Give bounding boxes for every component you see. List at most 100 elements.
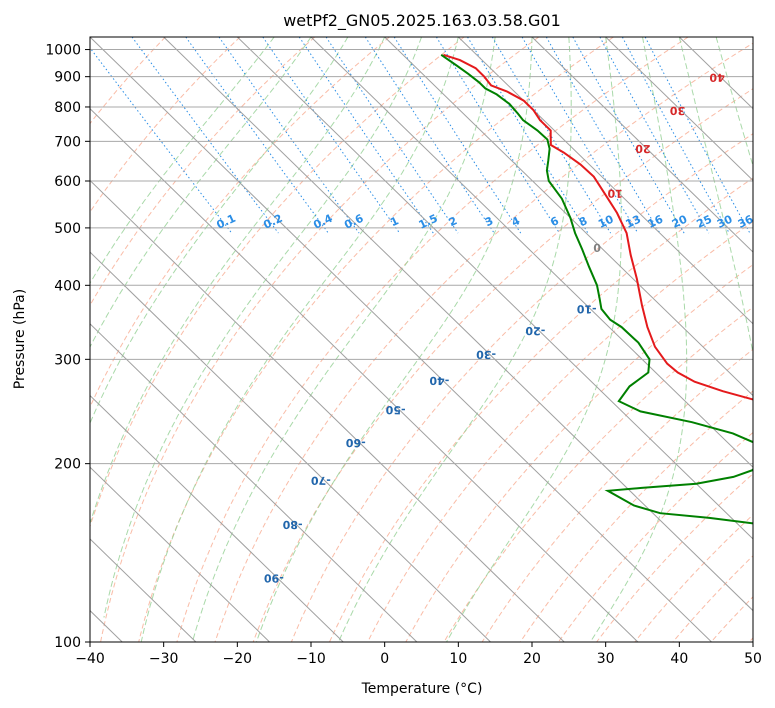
isotherm-label: -30 [476,348,496,361]
moist-adiabat-line [90,37,386,526]
y-tick-label: 800 [54,100,81,116]
mixing-ratio-line [131,37,279,234]
moist-adiabat-line [140,37,459,642]
isotherm-label: 0 [593,241,601,254]
mixing-ratio-line [185,37,329,234]
y-tick-label: 700 [54,134,81,150]
dewpoint-profile [440,53,753,525]
y-tick-label: 200 [54,457,81,473]
x-axis: −40 −30 −20 −10 0 10 20 30 40 50 [75,642,762,667]
dry-adiabat-line [329,177,753,642]
dry-adiabat-line [90,37,465,529]
x-tick-label: 40 [670,651,688,667]
isotherm-label: -40 [429,374,449,387]
mixing-ratio-line [262,37,401,234]
isotherm-line [90,538,197,642]
isotherm-label: -50 [385,403,405,416]
mixing-ratio-line [325,37,459,234]
x-tick-label: 0 [380,651,389,667]
dry-adiabat-line [176,37,689,642]
y-tick-label: 1000 [45,43,81,59]
dry-adiabat-line [90,37,390,409]
dry-adiabat-line [557,431,753,642]
x-tick-label: 30 [597,651,615,667]
mixing-ratio-label: 13 [624,213,643,231]
isotherm-line [605,37,753,182]
isotherm-line [310,37,753,468]
isotherm-label: 20 [635,142,651,155]
dry-adiabat-line [90,37,241,213]
dry-adiabat-line [252,88,753,642]
mixing-ratio-line [218,37,360,234]
dry-adiabat-line [290,133,753,642]
mixing-ratio-label: 10 [596,212,616,230]
isotherm-line [90,394,344,642]
x-tick-label: −40 [75,651,105,667]
profile-series [440,53,753,525]
x-tick-label: 10 [449,651,467,667]
dry-adiabat-line [405,264,753,642]
dry-adiabats [90,37,753,642]
isotherm-line [457,37,753,325]
isotherm-line [90,466,270,642]
temperature-profile [443,53,753,401]
isotherm-label: -10 [576,302,596,315]
isotherm-line [236,37,753,540]
dry-adiabat-line [367,220,753,642]
y-axis: 100 200 300 400 500 600 700 800 900 1000 [45,43,90,651]
x-tick-label: −20 [223,651,253,667]
dry-adiabat-line [138,37,614,642]
isotherm-line [90,108,639,642]
mixing-ratio-label: 20 [670,212,690,230]
mixing-ratio-label: 16 [646,212,666,230]
chart-title: wetPf2_GN05.2025.163.03.58.G01 [283,11,561,31]
isobars [90,49,753,642]
isotherm-label: 30 [669,104,685,117]
isotherm-line [90,179,565,642]
moist-adiabat-line [446,37,622,642]
y-axis-label: Pressure (hPa) [12,289,28,389]
isotherm-line [163,37,753,612]
mixing-ratio-line [298,37,434,234]
mixing-ratio-line [467,37,589,234]
moist-adiabat-line [255,37,533,642]
moist-adiabat-line [338,37,572,642]
x-tick-label: −30 [149,651,179,667]
x-axis-label: Temperature (°C) [361,681,483,697]
isotherm-label: -90 [263,571,283,584]
y-tick-label: 400 [54,278,81,294]
y-tick-label: 600 [54,174,81,190]
moist-adiabat-line [103,37,422,618]
isotherm-label: 40 [709,71,725,84]
isotherm-line [90,323,418,642]
mixing-ratio-line [90,46,233,234]
isotherm-line [90,251,491,642]
isotherm-line [90,37,712,642]
moist-adiabat-line [589,37,688,642]
plot-area: -100-90-80-70-60-50-40-30-20-10010203040… [90,37,756,642]
dry-adiabat-line [519,390,753,642]
mixing-ratio-label: 30 [715,212,735,230]
moist-adiabat-line [90,37,349,425]
y-tick-label: 100 [54,635,81,651]
x-tick-label: 20 [523,651,541,667]
mixing-ratio-line [521,37,639,234]
mixing-ratio-line [491,37,612,234]
dry-adiabat-line [634,514,753,642]
y-tick-label: 500 [54,221,81,237]
y-tick-label: 300 [54,352,81,368]
isotherm-line [384,37,753,397]
dry-adiabat-line [443,306,753,642]
plot-frame [89,36,754,643]
dry-adiabat-line [100,37,540,642]
isotherm-line [531,37,753,253]
mixing-ratio-label: 36 [736,212,756,230]
mixing-ratio-line [599,37,710,234]
moist-adiabat-line [191,37,496,642]
isotherm-label: -70 [310,474,330,487]
isotherm-label: 10 [607,187,623,200]
x-tick-label: −10 [296,651,326,667]
isotherm-label: -60 [345,436,365,449]
x-tick-label: 50 [744,651,762,667]
